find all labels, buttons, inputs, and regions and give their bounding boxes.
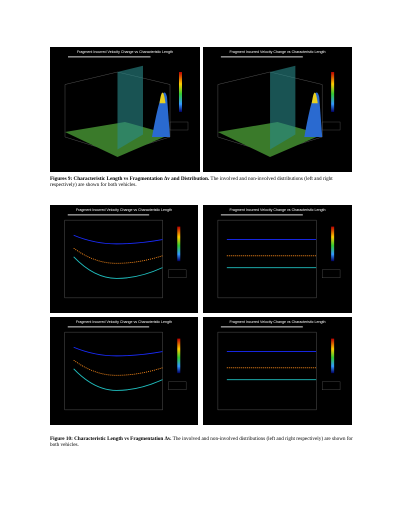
figure-panel: Fragment Incurred Velocity Change vs Cha… (203, 47, 352, 172)
colorbar (179, 72, 182, 112)
colorbar (331, 72, 335, 112)
panel-title: Fragment Incurred Velocity Change vs Cha… (76, 320, 172, 324)
subtitle-bar (68, 56, 151, 58)
plot: Fragment Incurred Velocity Change vs Cha… (64, 50, 189, 157)
figure-panel: Fragment Incurred Velocity Change vs Cha… (50, 205, 198, 313)
caption-label: Figure 10: Characteristic Length vs Frag… (50, 436, 172, 442)
axes (217, 331, 317, 411)
trend-line (73, 346, 163, 357)
axes (64, 219, 163, 299)
figure-panel: Fragment Incurred Velocity Change vs Cha… (50, 317, 198, 425)
vertical-plane (117, 65, 143, 150)
colorbar (177, 338, 181, 374)
figure9-caption: Figures 9: Characteristic Length vs Frag… (50, 176, 354, 189)
figure-panel: Fragment Incurred Velocity Change vs Cha… (203, 317, 352, 425)
subtitle-bar (67, 326, 150, 328)
panel-title: Fragment Incurred Velocity Change vs Cha… (229, 320, 325, 324)
legend-box (168, 381, 187, 391)
colorbar (177, 226, 181, 262)
legend-box (169, 121, 189, 131)
plot: Fragment Incurred Velocity Change vs Cha… (217, 320, 341, 411)
subtitle-bar (67, 214, 150, 216)
peak-top (311, 92, 318, 104)
panel-title: Fragment Incurred Velocity Change vs Cha… (229, 208, 325, 212)
peak-top (159, 92, 166, 104)
legend-box (321, 381, 341, 391)
peak (152, 92, 170, 137)
legend-box (168, 269, 187, 279)
figure-panel: Fragment Incurred Velocity Change vs Cha… (203, 205, 352, 313)
axes (217, 219, 317, 299)
subtitle-bar (220, 326, 303, 328)
colorbar (331, 338, 335, 374)
plot: Fragment Incurred Velocity Change vs Cha… (64, 208, 187, 299)
grid-box (217, 71, 323, 154)
surface-plane (217, 122, 323, 157)
figure10-caption: Figure 10: Characteristic Length vs Frag… (50, 436, 354, 449)
subtitle-bar (220, 56, 303, 58)
peak (304, 92, 323, 137)
caption-text: The involved and non-involved distributi… (50, 176, 333, 189)
figure-panel: Fragment Incurred Velocity Change vs Cha… (50, 47, 200, 172)
subtitle-bar (220, 214, 303, 216)
colorbar (331, 226, 335, 262)
panel-title: Fragment Incurred Velocity Change vs Cha… (76, 208, 172, 212)
legend-box (321, 121, 341, 131)
trend-line (73, 247, 163, 264)
axes (64, 331, 163, 411)
trend-line (73, 368, 163, 391)
panel-title: Fragment Incurred Velocity Change vs Cha… (229, 50, 325, 54)
trend-line (73, 359, 163, 376)
vertical-plane (270, 65, 296, 150)
caption-label: Figures 9: Characteristic Length vs Frag… (50, 176, 210, 182)
plot: Fragment Incurred Velocity Change vs Cha… (217, 50, 341, 157)
plot: Fragment Incurred Velocity Change vs Cha… (217, 208, 341, 299)
legend-box (321, 269, 341, 279)
trend-line (73, 256, 163, 279)
plot: Fragment Incurred Velocity Change vs Cha… (64, 320, 187, 411)
trend-line (73, 234, 163, 245)
panel-title: Fragment Incurred Velocity Change vs Cha… (77, 50, 173, 54)
caption-text: The involved and non-involved distributi… (50, 436, 353, 449)
